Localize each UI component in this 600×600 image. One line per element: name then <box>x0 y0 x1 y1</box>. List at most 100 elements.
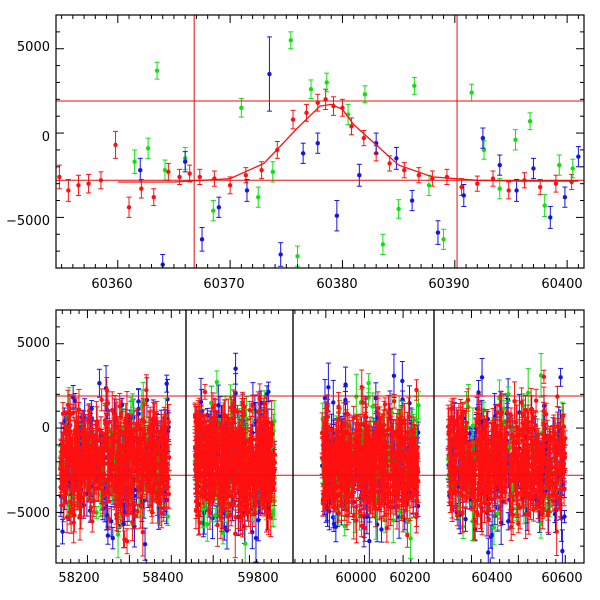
red-data-point <box>409 421 415 439</box>
red-data-point <box>367 458 373 481</box>
bottom-segment-points <box>57 365 172 561</box>
blue-data-point <box>399 361 405 401</box>
red-data-point <box>228 451 234 483</box>
red-data-point <box>221 462 227 486</box>
red-data-point <box>115 464 121 492</box>
red-data-point <box>208 453 214 470</box>
red-data-point <box>497 462 503 512</box>
blue-data-point <box>315 132 321 154</box>
green-data-point <box>212 508 218 523</box>
green-data-point <box>408 517 414 559</box>
top-y-tick-label: 0 <box>42 130 50 145</box>
top-y-tick-label: 5000 <box>17 40 50 55</box>
red-data-point <box>290 109 296 130</box>
red-data-point <box>113 130 119 159</box>
red-data-point <box>109 439 115 461</box>
red-data-point <box>378 487 384 519</box>
green-data-point <box>497 178 503 200</box>
blue-data-point <box>343 366 349 403</box>
green-data-point <box>255 186 261 208</box>
red-data-point <box>157 455 163 470</box>
red-data-point <box>451 403 457 439</box>
green-data-point <box>145 137 151 159</box>
red-data-point <box>83 428 89 473</box>
blue-data-point <box>366 517 372 563</box>
bottom-y-tick-labels: 5000 0 −5000 <box>6 336 50 521</box>
red-data-point <box>486 471 492 511</box>
red-data-point <box>315 93 321 112</box>
red-data-point <box>247 459 253 474</box>
red-data-point <box>398 480 404 521</box>
red-data-point <box>460 444 466 487</box>
bottom-x-tick-label: 58200 <box>58 571 99 586</box>
red-data-point <box>351 466 357 490</box>
blue-data-point <box>137 157 143 183</box>
red-data-point <box>535 452 541 490</box>
red-data-point <box>339 441 345 479</box>
red-data-point <box>477 400 483 433</box>
red-data-point <box>531 481 537 511</box>
red-data-point <box>320 490 326 517</box>
red-data-point <box>402 402 408 439</box>
red-data-point <box>177 168 183 186</box>
red-data-point <box>67 406 73 444</box>
red-data-point <box>375 397 381 431</box>
red-data-point <box>345 401 351 427</box>
blue-data-point <box>266 36 272 112</box>
red-data-point <box>208 431 214 452</box>
red-data-point <box>499 394 505 431</box>
red-data-point <box>457 472 463 513</box>
red-data-point <box>526 492 532 535</box>
red-data-point <box>360 387 366 418</box>
red-data-point <box>142 426 148 442</box>
red-data-point <box>482 434 488 482</box>
bottom-panel: 5000 0 −5000 58200 58400 59800 60000 602… <box>6 309 585 586</box>
red-data-point <box>473 411 479 428</box>
red-data-point <box>485 422 491 458</box>
red-data-point <box>137 422 143 464</box>
red-data-point <box>137 418 143 460</box>
green-data-point <box>214 370 220 394</box>
blue-data-point <box>575 146 581 168</box>
bottom-x-tick-label: 60600 <box>541 571 582 586</box>
red-data-point <box>247 483 253 504</box>
red-data-point <box>560 430 566 458</box>
red-data-point <box>246 497 252 527</box>
red-data-point <box>71 497 77 533</box>
red-data-point <box>506 453 512 489</box>
red-data-point <box>248 428 254 442</box>
blue-data-point <box>480 127 486 149</box>
red-data-point <box>474 422 480 458</box>
red-data-point <box>146 410 152 447</box>
red-data-point <box>92 438 98 464</box>
red-data-point <box>254 448 260 494</box>
red-data-point <box>560 403 566 429</box>
red-data-point <box>513 426 519 473</box>
red-data-point <box>106 507 112 530</box>
blue-data-point <box>356 163 362 187</box>
red-data-point <box>132 502 138 530</box>
red-data-point <box>499 465 505 482</box>
blue-data-point <box>233 352 239 385</box>
top-axis-ticks <box>56 14 584 268</box>
green-data-point <box>210 200 216 222</box>
red-data-point <box>401 162 407 179</box>
red-data-point <box>533 388 539 413</box>
top-y-tick-labels: 5000 0 −5000 <box>6 40 50 229</box>
red-data-point <box>513 475 519 497</box>
red-data-point <box>356 441 362 460</box>
blue-data-point <box>378 516 384 543</box>
red-data-point <box>373 447 379 488</box>
red-data-point <box>215 503 221 547</box>
blue-data-point <box>199 227 205 252</box>
red-data-point <box>85 419 91 447</box>
red-data-point <box>134 408 140 441</box>
red-data-point <box>490 170 496 187</box>
red-data-point <box>112 428 118 454</box>
blue-data-point <box>558 367 564 387</box>
red-data-point <box>365 489 371 516</box>
red-data-point <box>218 422 224 470</box>
red-data-point <box>165 162 171 181</box>
blue-data-point <box>96 368 102 398</box>
